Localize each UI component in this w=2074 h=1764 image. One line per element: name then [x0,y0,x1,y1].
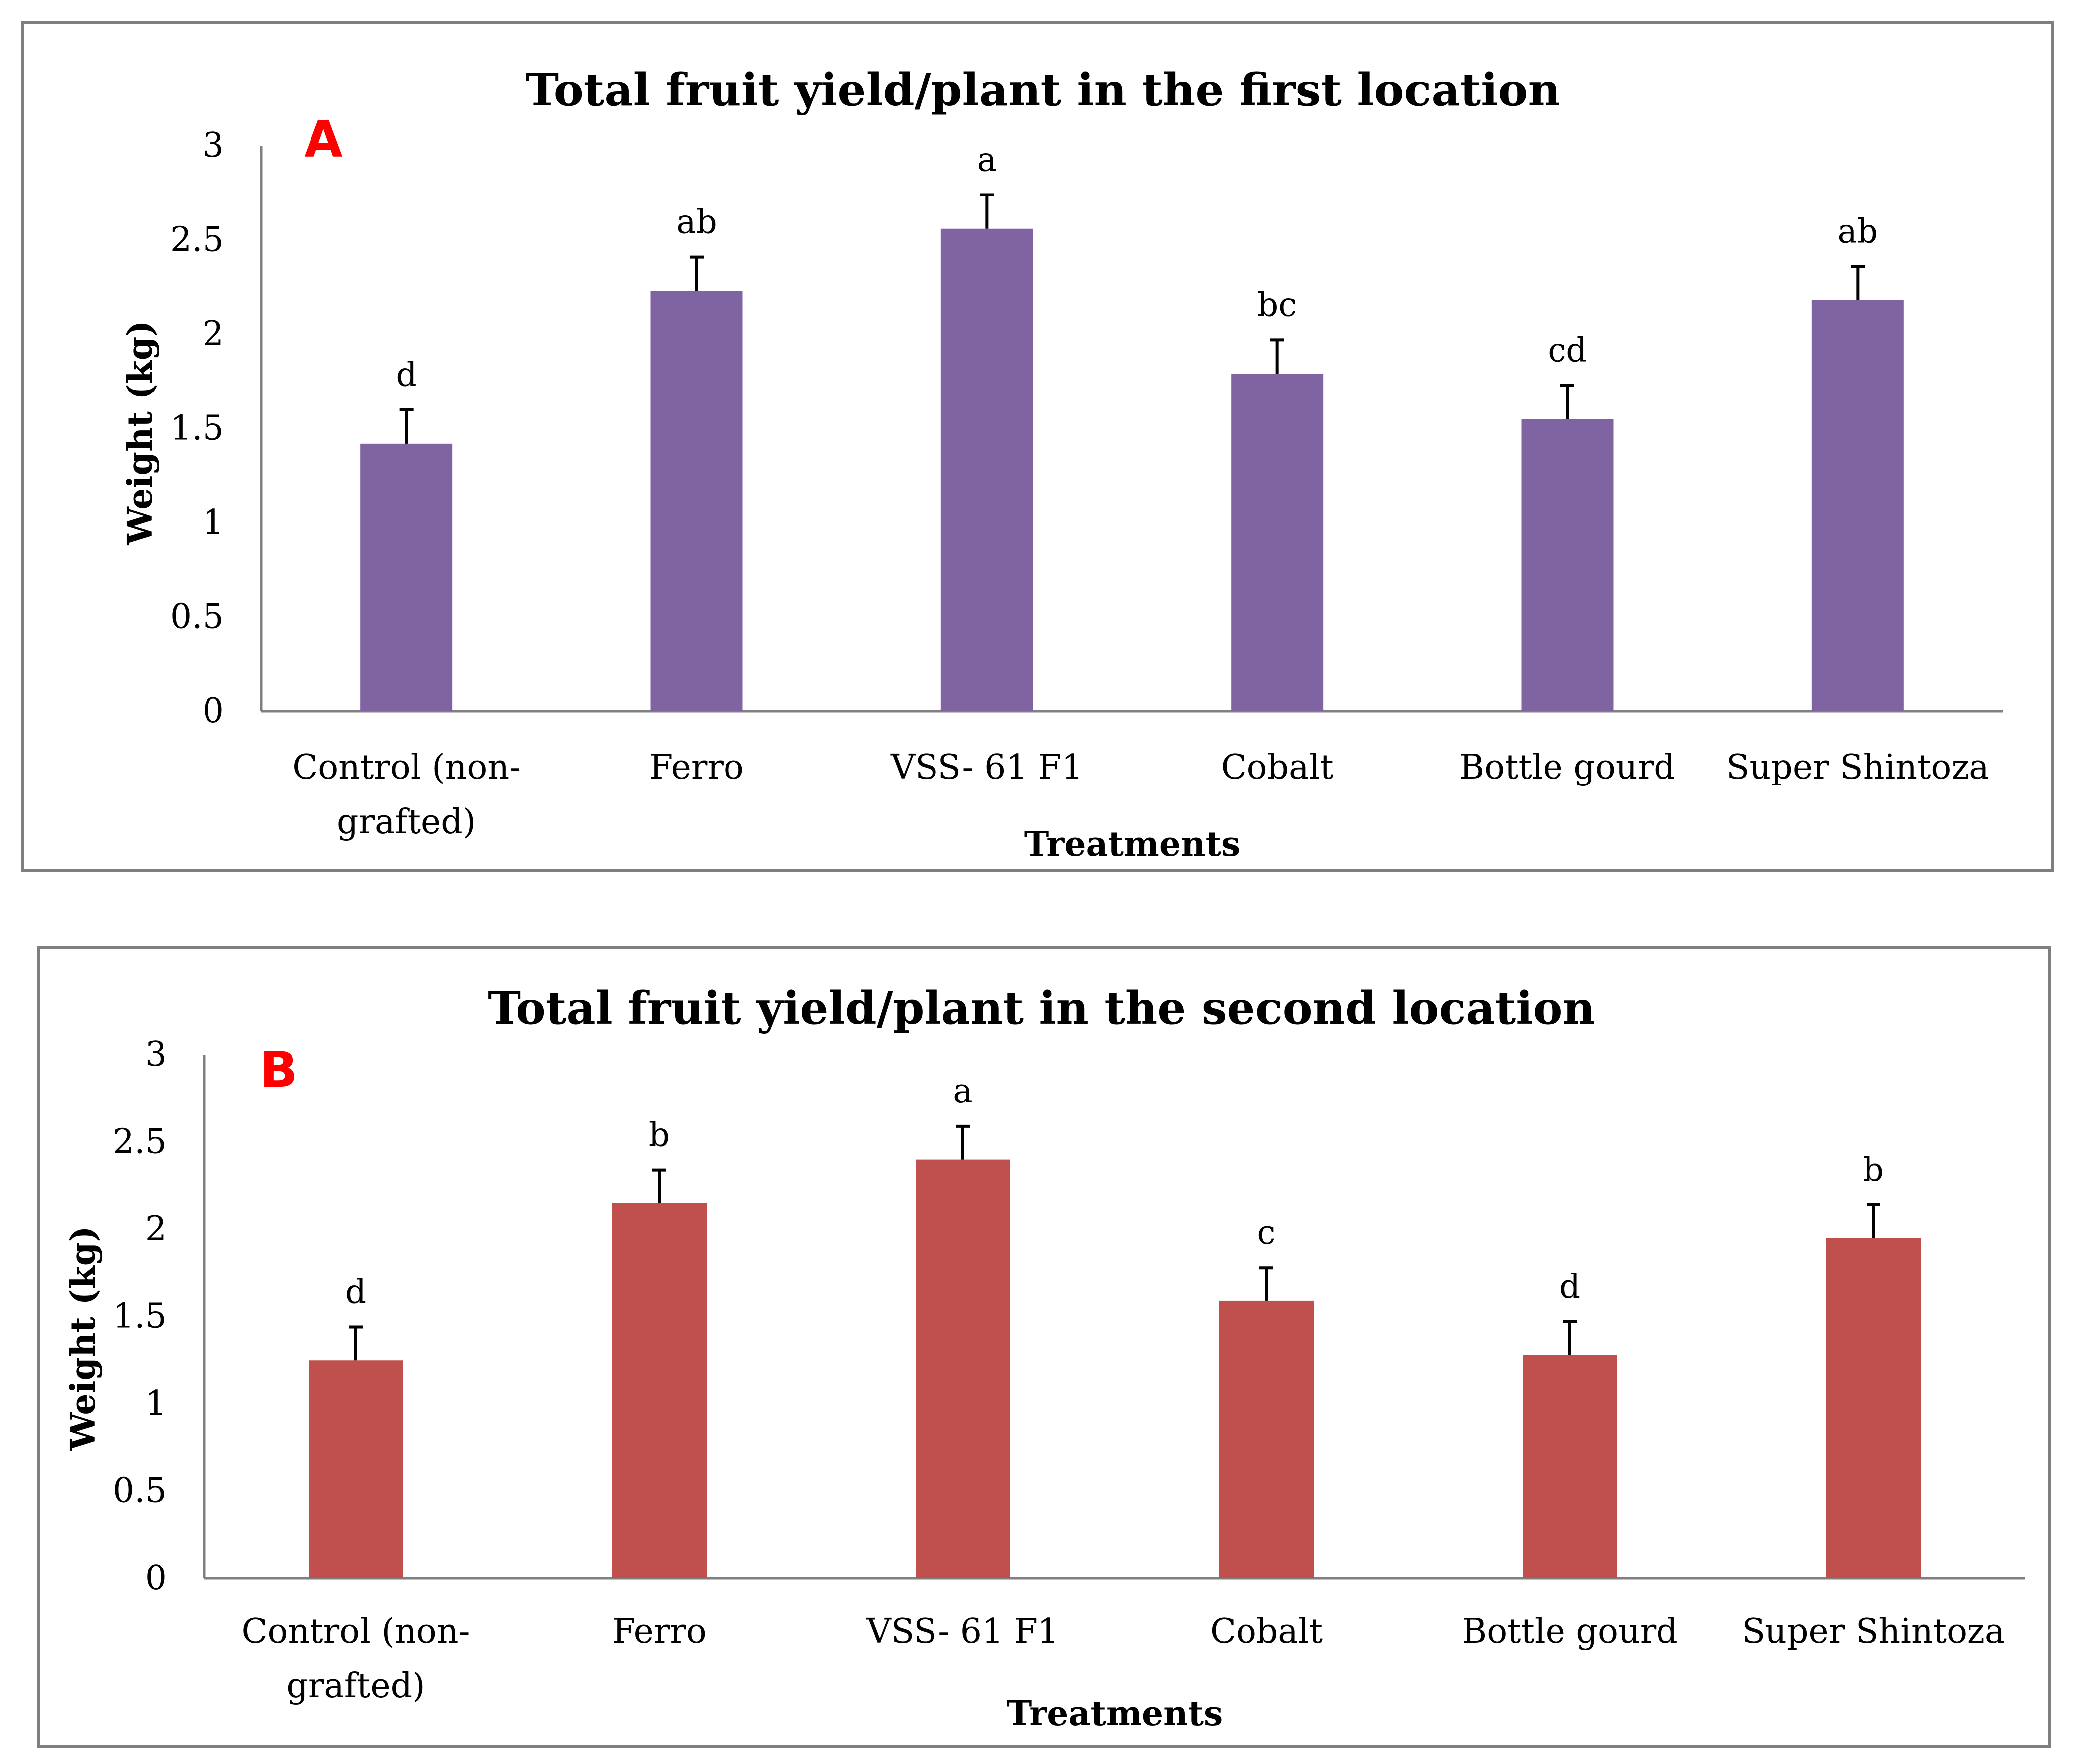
significance-label: d [396,356,417,394]
significance-label: cd [1548,331,1587,369]
x-tick-label: Control (non- [242,1612,470,1651]
bar [1811,300,1904,711]
x-tick-label: Cobalt [1221,748,1334,787]
y-tick-label: 2.5 [113,1122,167,1162]
bar [360,443,453,711]
chart-b-x-axis-title: Treatments [1007,1694,1223,1734]
y-tick-label: 2 [145,1209,167,1249]
bar [1523,1355,1617,1578]
x-tick-label: Cobalt [1210,1612,1323,1651]
chart-panel-b: Total fruit yield/plant in the second lo… [37,946,2051,1748]
significance-label: a [977,141,997,179]
x-tick-label: Ferro [612,1612,707,1651]
y-tick-label: 0.5 [170,597,224,637]
significance-label: ab [676,203,717,241]
y-tick-label: 0.5 [113,1471,167,1511]
bar [612,1203,707,1578]
x-tick-label: Super Shintoza [1726,748,1989,787]
chart-a-title: Total fruit yield/plant in the first loc… [525,64,1560,116]
significance-label: c [1257,1213,1276,1252]
bar [916,1159,1010,1578]
y-tick-label: 1 [203,503,224,542]
significance-label: a [953,1072,972,1110]
y-tick-label: 1.5 [170,409,224,448]
chart-a-plot-area: 0 0.5 1 1.5 2 2.5 3 d Control (non-grafted) ab Fer… [170,126,2003,842]
x-tick-label: Bottle gourd [1462,1612,1677,1651]
significance-label: ab [1838,212,1878,251]
x-tick-label: Super Shintoza [1742,1612,2005,1651]
y-tick-label: 3 [145,1035,167,1074]
chart-panel-a: Total fruit yield/plant in the first loc… [21,21,2054,872]
chart-b-title: Total fruit yield/plant in the second lo… [488,982,1595,1035]
chart-b-y-axis-title: Weight (kg) [63,1226,103,1451]
x-tick-label: Ferro [649,748,744,787]
bar [1826,1238,1921,1578]
chart-b-plot-area: 0 0.5 1 1.5 2 2.5 3 d Control (non-grafted) b Ferr… [113,1035,2025,1706]
x-tick-label: VSS- 61 F1 [866,1612,1059,1651]
bar [1521,419,1614,711]
panel-a-frame [21,21,2054,872]
x-tick-label: Control (non- [292,748,520,787]
panel-b-frame [37,946,2051,1748]
panel-b-label: B [260,1041,298,1099]
x-tick-label: grafted) [286,1666,425,1706]
bar [1231,374,1324,711]
x-tick-label: VSS- 61 F1 [890,748,1083,787]
panel-a-label: A [304,110,342,169]
significance-label: d [345,1273,366,1311]
bar [1219,1300,1314,1578]
y-tick-label: 1.5 [113,1297,167,1336]
y-tick-label: 0 [203,691,224,731]
chart-a-x-axis-title: Treatments [1024,824,1241,864]
bar [650,291,743,711]
x-tick-label: grafted) [337,802,476,842]
bar [940,228,1033,711]
significance-label: b [649,1116,670,1154]
y-tick-label: 1 [145,1384,167,1423]
y-tick-label: 2.5 [170,220,224,260]
x-tick-label: Bottle gourd [1459,748,1675,787]
y-tick-label: 0 [145,1559,167,1598]
y-tick-label: 3 [203,126,224,165]
significance-label: bc [1257,286,1297,324]
significance-label: b [1863,1151,1884,1189]
bar [309,1360,403,1578]
y-tick-label: 2 [203,314,224,354]
chart-a-y-axis-title: Weight (kg) [120,321,160,546]
significance-label: d [1559,1268,1580,1306]
